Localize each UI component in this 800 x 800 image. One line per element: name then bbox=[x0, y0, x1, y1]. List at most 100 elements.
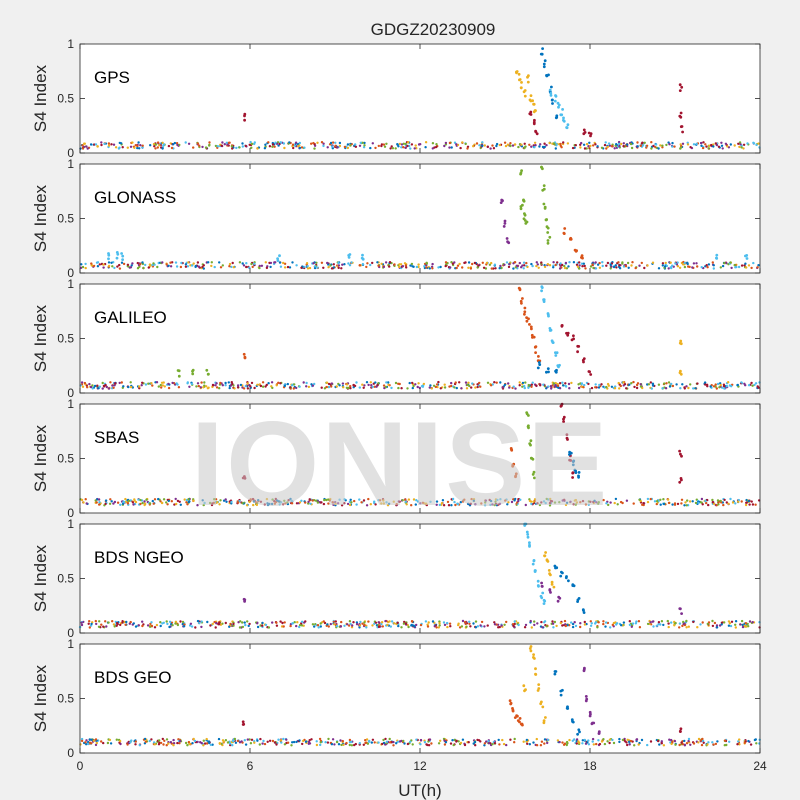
noise-point bbox=[554, 263, 557, 267]
noise-point bbox=[700, 743, 704, 747]
noise-point bbox=[740, 381, 743, 384]
noise-point bbox=[543, 738, 547, 741]
noise-point bbox=[713, 621, 717, 625]
noise-point bbox=[194, 626, 197, 629]
noise-point bbox=[455, 740, 458, 743]
noise-point bbox=[88, 382, 91, 386]
noise-point bbox=[350, 744, 354, 747]
noise-point bbox=[210, 503, 214, 507]
noise-point bbox=[285, 738, 288, 741]
noise-point bbox=[306, 264, 309, 268]
noise-point bbox=[607, 503, 610, 507]
noise-point bbox=[143, 500, 146, 503]
data-point bbox=[511, 464, 515, 468]
noise-point bbox=[575, 501, 579, 504]
noise-point bbox=[727, 502, 730, 505]
noise-point bbox=[107, 387, 111, 390]
noise-point bbox=[641, 503, 644, 506]
noise-point bbox=[345, 741, 348, 745]
noise-point bbox=[513, 620, 516, 623]
noise-point bbox=[100, 141, 103, 144]
noise-point bbox=[411, 743, 414, 746]
noise-point bbox=[256, 622, 259, 625]
data-point bbox=[523, 306, 527, 310]
noise-point bbox=[563, 619, 567, 623]
noise-point bbox=[480, 502, 483, 505]
noise-point bbox=[739, 143, 742, 146]
y-tick-label: 1 bbox=[67, 37, 74, 51]
noise-point bbox=[249, 742, 253, 745]
noise-point bbox=[493, 621, 496, 624]
noise-point bbox=[714, 142, 717, 145]
noise-point bbox=[396, 621, 399, 624]
noise-point bbox=[201, 499, 204, 502]
noise-point bbox=[608, 738, 612, 741]
noise-point bbox=[338, 498, 341, 501]
noise-point bbox=[136, 261, 139, 265]
noise-point bbox=[425, 743, 428, 746]
noise-point bbox=[410, 504, 413, 507]
noise-point bbox=[384, 619, 387, 623]
noise-point bbox=[468, 384, 471, 388]
noise-point bbox=[410, 143, 414, 146]
noise-point bbox=[630, 264, 633, 267]
noise-point bbox=[433, 625, 436, 628]
noise-point bbox=[477, 739, 481, 742]
noise-point bbox=[349, 385, 352, 388]
noise-point bbox=[197, 265, 200, 268]
noise-point bbox=[625, 499, 629, 502]
noise-point bbox=[415, 738, 418, 741]
noise-point bbox=[256, 739, 259, 742]
noise-point bbox=[242, 264, 246, 267]
noise-point bbox=[150, 738, 153, 741]
noise-point bbox=[562, 743, 566, 746]
data-point bbox=[678, 341, 682, 345]
noise-point bbox=[120, 381, 124, 384]
noise-point bbox=[89, 143, 93, 146]
noise-point bbox=[681, 383, 684, 386]
data-point bbox=[526, 80, 530, 84]
series-0 bbox=[523, 522, 547, 605]
data-point bbox=[518, 287, 522, 291]
noise-point bbox=[431, 620, 435, 623]
noise-point bbox=[271, 143, 275, 146]
noise-point bbox=[493, 503, 496, 507]
noise-point bbox=[615, 623, 618, 626]
noise-point bbox=[679, 143, 682, 146]
noise-point bbox=[467, 381, 470, 384]
noise-point bbox=[581, 742, 584, 745]
noise-point bbox=[275, 621, 278, 624]
noise-point bbox=[388, 265, 391, 268]
noise-point bbox=[406, 387, 409, 390]
noise-point bbox=[119, 503, 122, 506]
noise-point bbox=[346, 383, 349, 386]
noise-point bbox=[730, 266, 733, 270]
noise-point bbox=[404, 500, 407, 503]
noise-point bbox=[205, 737, 208, 741]
noise-point bbox=[594, 261, 597, 264]
data-point bbox=[528, 541, 531, 545]
noise-point bbox=[283, 262, 287, 265]
noise-point bbox=[461, 500, 465, 503]
noise-point bbox=[474, 503, 477, 506]
noise-point bbox=[464, 620, 467, 624]
noise-point bbox=[320, 386, 323, 389]
noise-point bbox=[444, 261, 448, 264]
noise-point bbox=[589, 265, 593, 268]
noise-point bbox=[228, 265, 231, 268]
data-point bbox=[532, 559, 536, 562]
noise-point bbox=[652, 144, 655, 148]
noise-point bbox=[671, 145, 674, 148]
noise-point bbox=[300, 146, 304, 149]
noise-point bbox=[707, 263, 711, 266]
noise-point bbox=[197, 384, 200, 388]
data-point bbox=[548, 235, 552, 239]
data-point bbox=[541, 705, 545, 709]
data-point bbox=[523, 689, 526, 693]
noise-point bbox=[524, 503, 527, 507]
noise-point bbox=[369, 503, 372, 506]
noise-point bbox=[398, 263, 401, 266]
noise-point bbox=[241, 621, 244, 624]
noise-point bbox=[291, 261, 294, 264]
